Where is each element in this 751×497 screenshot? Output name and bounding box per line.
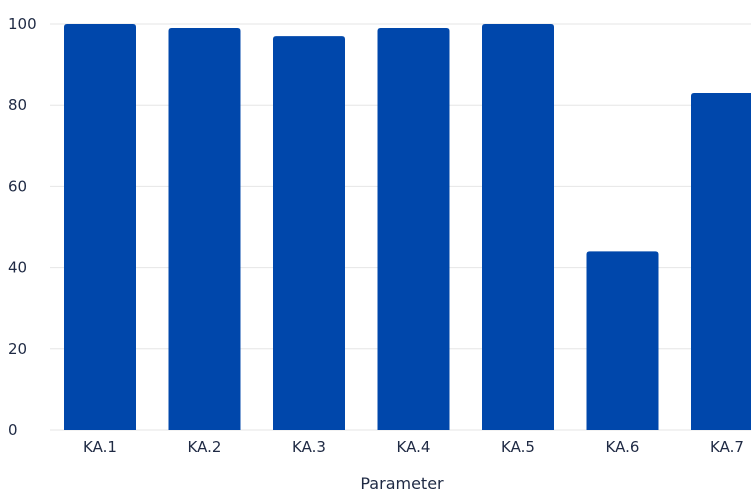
y-tick-label: 80 (8, 96, 27, 114)
x-tick-label: KA.1 (83, 438, 117, 456)
y-tick-label: 0 (8, 421, 18, 439)
y-tick-label: 100 (8, 15, 37, 33)
x-tick-label: KA.3 (292, 438, 326, 456)
y-axis-ticks: 0 20 40 60 80 100 (8, 15, 37, 439)
x-tick-label: KA.4 (397, 438, 431, 456)
x-axis-title: Parameter (360, 474, 444, 493)
y-tick-label: 20 (8, 340, 27, 358)
bar-ka-3 (273, 36, 345, 430)
y-tick-label: 60 (8, 177, 27, 195)
bar-ka-7 (691, 93, 751, 430)
bar-ka-5 (482, 24, 554, 430)
x-tick-label: KA.6 (606, 438, 640, 456)
x-tick-label: KA.7 (710, 438, 744, 456)
bar-ka-2 (169, 28, 241, 430)
bars (64, 24, 751, 430)
x-axis-ticks: KA.1 KA.2 KA.3 KA.4 KA.5 KA.6 KA.7 (83, 438, 744, 456)
y-tick-label: 40 (8, 259, 27, 277)
bar-ka-4 (378, 28, 450, 430)
x-tick-label: KA.2 (188, 438, 222, 456)
bar-ka-6 (587, 251, 659, 430)
x-tick-label: KA.5 (501, 438, 535, 456)
bar-ka-1 (64, 24, 136, 430)
